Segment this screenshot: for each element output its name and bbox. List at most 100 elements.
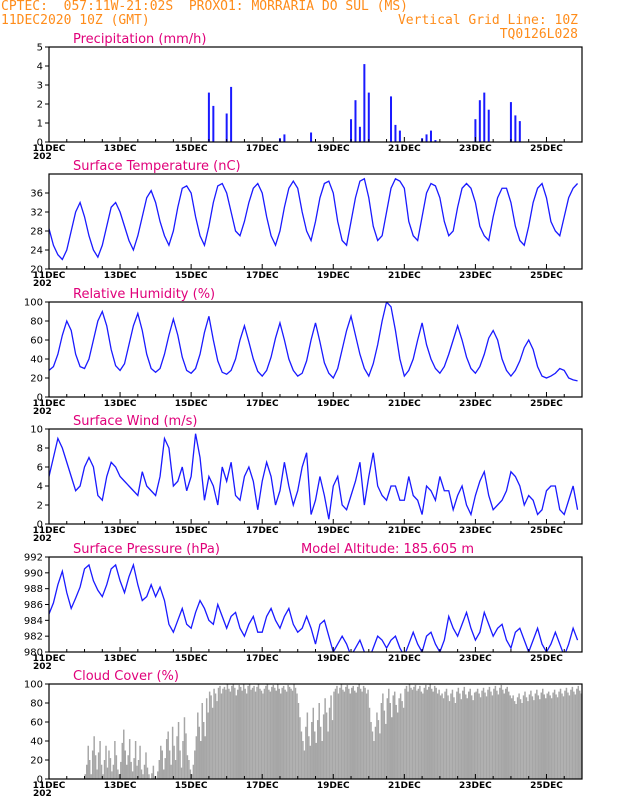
cloud-bar — [94, 755, 97, 779]
cloud-bar — [472, 700, 474, 779]
pressure-title: Surface Pressure (hPa) — [73, 542, 220, 557]
cloud-bar — [250, 689, 252, 779]
cloud-bar — [182, 741, 184, 779]
cloud-bar — [373, 741, 375, 779]
temp-xtick-label: 23DEC — [459, 271, 492, 281]
cloud-bar — [125, 764, 128, 779]
pressure-xtick-label: 17DEC — [246, 654, 279, 664]
cloud-bar — [448, 701, 451, 779]
pressure-ytick-label: 980 — [24, 648, 43, 659]
cloud-bar — [374, 726, 377, 779]
cloud-bar — [462, 690, 464, 779]
precip-bar — [518, 121, 521, 142]
pressure-xtick-label: 11DEC — [33, 654, 66, 664]
cloud-bar — [470, 695, 473, 779]
cloud-bar — [334, 688, 337, 779]
temp-ytick-label: 24 — [30, 246, 43, 257]
cloud-bar — [131, 771, 134, 779]
cloud-bar — [315, 742, 317, 779]
cloud-bar — [543, 694, 545, 779]
cloud-bar — [516, 697, 519, 779]
cloud-bar — [205, 698, 208, 779]
precip-title: Precipitation (mm/h) — [73, 32, 206, 47]
temp-clipped-year: 202 — [33, 279, 52, 289]
cloud-bar — [485, 696, 488, 779]
precip-bar — [478, 100, 481, 142]
cloud-ytick-label: 20 — [30, 756, 43, 767]
cloud-bar — [151, 773, 153, 779]
precip-bar — [509, 102, 512, 142]
cloud-bar — [309, 745, 312, 779]
wind-frame — [48, 428, 583, 525]
cloud-bar — [137, 760, 140, 779]
cloud-bar — [318, 703, 320, 779]
precip-ytick-label: 1 — [37, 119, 43, 130]
cloud-bar — [306, 712, 309, 779]
cloud-bar — [146, 767, 149, 779]
cloud-bar — [281, 687, 283, 779]
cloud-bar — [376, 712, 378, 779]
precip-xtick-label: 13DEC — [104, 144, 137, 154]
humidity-xtick-label: 19DEC — [317, 399, 350, 409]
pressure-xtick-label: 13DEC — [104, 654, 137, 664]
cloud-bar — [217, 687, 220, 779]
cloud-bar — [106, 767, 109, 779]
cloud-bar — [525, 697, 528, 779]
cloud-bar — [531, 696, 534, 779]
cloud-xtick-label: 15DEC — [175, 781, 208, 791]
temp-title: Surface Temperature (nC) — [73, 159, 241, 174]
wind-xtick-label: 23DEC — [459, 526, 492, 536]
cloud-bar — [359, 688, 362, 779]
cloud-bar — [204, 736, 206, 779]
temp-ytick-label: 28 — [30, 227, 43, 238]
precip-ytick-label: 5 — [37, 43, 43, 54]
cloud-bar — [254, 691, 257, 779]
cloud-bar — [210, 695, 212, 779]
cloud-bar — [115, 755, 118, 779]
humidity-ytick-label: 80 — [30, 317, 43, 328]
wind-xtick-label: 25DEC — [530, 526, 563, 536]
precip-bar — [398, 130, 401, 142]
cloud-bar — [142, 774, 144, 779]
cloud-bar — [361, 691, 363, 779]
cloud-bar — [351, 687, 353, 779]
wind-xtick-label: 11DEC — [33, 526, 66, 536]
cloud-bar — [565, 687, 568, 779]
cloud-bar — [256, 686, 258, 779]
cloud-bar — [571, 686, 574, 779]
cloud-bar — [401, 701, 403, 779]
humidity-line — [49, 302, 578, 382]
cloud-bar — [251, 687, 254, 779]
cloud-bar — [487, 689, 489, 779]
cloud-bar — [530, 690, 532, 779]
temp-xtick-label: 21DEC — [388, 271, 421, 281]
pressure-ytick-label: 988 — [24, 584, 43, 595]
cloud-bar — [265, 685, 267, 779]
pressure-frame — [48, 556, 583, 653]
cloud-bar — [476, 688, 479, 779]
precip-bar — [283, 134, 286, 142]
cloud-bar — [312, 707, 315, 779]
cloud-bar — [277, 684, 279, 779]
cloud-bar — [287, 684, 289, 779]
cloud-bar — [559, 688, 562, 779]
cloud-bar — [229, 691, 232, 779]
cloud-bar — [453, 697, 455, 779]
cloud-bar — [294, 687, 297, 779]
cloud-bar — [112, 764, 115, 779]
cloud-bar — [130, 761, 132, 779]
cloud-bar — [177, 722, 180, 779]
cloud-bar — [355, 692, 357, 779]
cloud-bar — [165, 739, 168, 779]
precip-frame — [48, 46, 583, 143]
cloud-bar — [291, 690, 294, 779]
cloud-bar — [99, 741, 101, 779]
cloud-bar — [505, 688, 507, 779]
humidity-ytick-label: 20 — [30, 374, 43, 385]
cloud-bar — [370, 722, 372, 779]
cloud-xtick-label: 11DEC — [33, 781, 66, 791]
cloud-bar — [527, 701, 529, 779]
precip-bar — [514, 115, 517, 142]
wind-ytick-label: 10 — [30, 425, 43, 436]
cloud-bar — [97, 752, 100, 779]
